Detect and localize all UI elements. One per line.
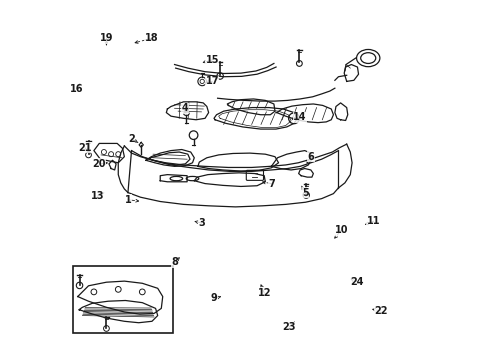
Text: 6: 6 [307,152,314,162]
Text: 3: 3 [198,218,204,228]
Bar [73,266,172,333]
Text: 14: 14 [293,112,306,122]
Text: 22: 22 [373,306,386,316]
Text: 17: 17 [205,76,219,86]
Text: 5: 5 [302,188,308,198]
Text: 16: 16 [70,84,83,94]
Text: 12: 12 [257,288,270,298]
Text: 20: 20 [92,159,106,169]
Text: 7: 7 [267,179,274,189]
Text: 13: 13 [91,191,104,201]
Text: 11: 11 [366,216,380,226]
Text: 19: 19 [100,33,113,43]
Text: 24: 24 [350,277,364,287]
Text: 21: 21 [78,143,91,153]
Text: 10: 10 [334,225,347,235]
Text: 15: 15 [205,55,219,65]
Text: 1: 1 [124,195,131,205]
Text: 2: 2 [128,134,135,144]
Text: 23: 23 [282,322,295,332]
Text: 8: 8 [171,257,178,267]
Text: 18: 18 [144,33,158,43]
Text: 9: 9 [210,293,217,303]
Text: 4: 4 [182,103,188,113]
